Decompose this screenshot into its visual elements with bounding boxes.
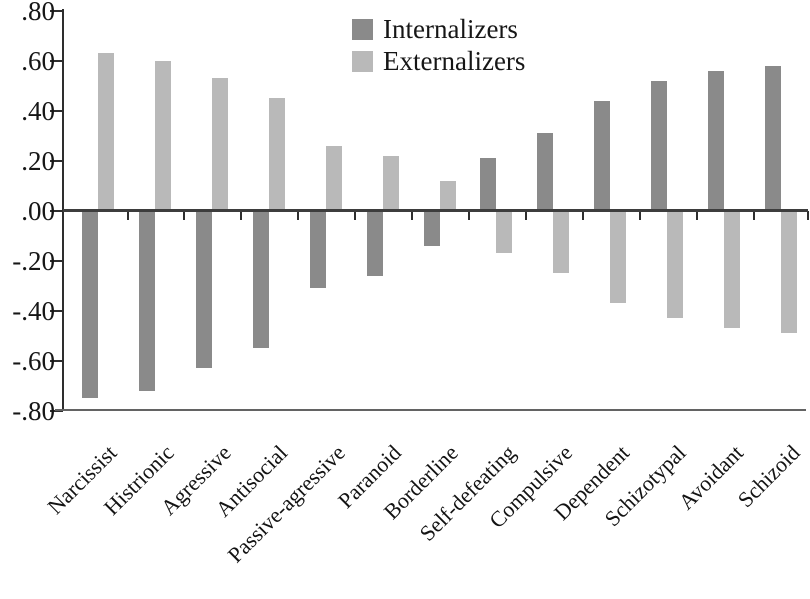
x-axis-label-schizoid: Schizoid	[732, 440, 805, 513]
bar-externalizers-dependent	[610, 210, 627, 303]
bar-internalizers-antisocial	[252, 210, 269, 348]
y-axis-tick	[50, 259, 63, 262]
y-axis-tick	[50, 209, 63, 212]
category-boundary-tick	[524, 211, 527, 220]
y-axis-tick	[50, 109, 63, 112]
bar-internalizers-schizoid	[765, 65, 782, 211]
legend-label-internalizers: Internalizers	[383, 13, 518, 44]
bar-internalizers-narcissist	[82, 210, 98, 398]
category-boundary-tick	[297, 211, 300, 220]
category-boundary-tick	[411, 211, 414, 220]
category-boundary-tick	[126, 211, 129, 220]
legend-swatch-externalizers-icon	[352, 50, 373, 72]
bar-internalizers-passive-agressive	[309, 210, 326, 288]
category-boundary-tick	[806, 211, 809, 220]
y-axis-tick-label: .40	[21, 95, 55, 126]
bar-internalizers-agressive	[195, 210, 212, 368]
y-axis-tick-label: .80	[21, 0, 55, 26]
y-axis-tick-label: .20	[21, 145, 55, 176]
bar-internalizers-compulsive	[537, 133, 554, 211]
category-boundary-tick	[183, 211, 186, 220]
bar-externalizers-compulsive	[553, 210, 570, 273]
legend-item-internalizers: Internalizers	[352, 13, 525, 45]
bar-internalizers-avoidant	[708, 70, 725, 211]
y-axis-tick-label: .60	[21, 45, 55, 76]
y-axis-tick	[50, 309, 63, 312]
category-boundary-tick	[638, 211, 641, 220]
y-axis-tick	[50, 359, 63, 362]
bar-internalizers-schizotypal	[651, 80, 668, 211]
bar-internalizers-borderline	[423, 210, 440, 246]
y-axis-line	[61, 9, 64, 411]
category-boundary-tick	[468, 211, 471, 220]
legend-swatch-internalizers-icon	[352, 18, 373, 40]
y-axis-tick-label: .00	[21, 195, 55, 226]
bar-externalizers-borderline	[439, 180, 456, 211]
bar-externalizers-passive-agressive	[325, 145, 342, 211]
category-boundary-tick	[581, 211, 584, 220]
bar-internalizers-paranoid	[366, 210, 383, 276]
category-boundary-tick	[240, 211, 243, 220]
category-boundary-tick	[354, 211, 357, 220]
bar-externalizers-avoidant	[724, 210, 741, 328]
y-axis-tick	[50, 159, 63, 162]
bar-externalizers-antisocial	[268, 98, 285, 211]
y-axis-tick-label: -.60	[12, 345, 55, 376]
bar-externalizers-histrionic	[154, 60, 171, 211]
y-axis-tick-label: -.40	[12, 295, 55, 326]
bar-internalizers-dependent	[594, 100, 611, 211]
chart-legend: Internalizers Externalizers	[352, 13, 525, 77]
y-axis-tick	[50, 9, 63, 12]
y-axis-tick-label: -.20	[12, 245, 55, 276]
bar-externalizers-schizoid	[781, 210, 798, 333]
y-axis-tick	[50, 59, 63, 62]
category-boundary-tick	[695, 211, 698, 220]
legend-item-externalizers: Externalizers	[352, 45, 525, 77]
y-axis-tick-label: -.80	[12, 395, 55, 426]
category-boundary-tick	[752, 211, 755, 220]
bar-externalizers-narcissist	[98, 53, 114, 211]
bar-internalizers-histrionic	[138, 210, 155, 391]
bar-externalizers-schizotypal	[667, 210, 684, 318]
zero-axis-line	[63, 209, 808, 212]
bar-externalizers-paranoid	[382, 155, 399, 211]
bar-externalizers-agressive	[211, 78, 228, 211]
bottom-axis-line	[55, 409, 806, 411]
legend-label-externalizers: Externalizers	[383, 45, 526, 76]
bar-externalizers-self-defeating	[496, 210, 513, 253]
bar-internalizers-self-defeating	[480, 158, 497, 211]
